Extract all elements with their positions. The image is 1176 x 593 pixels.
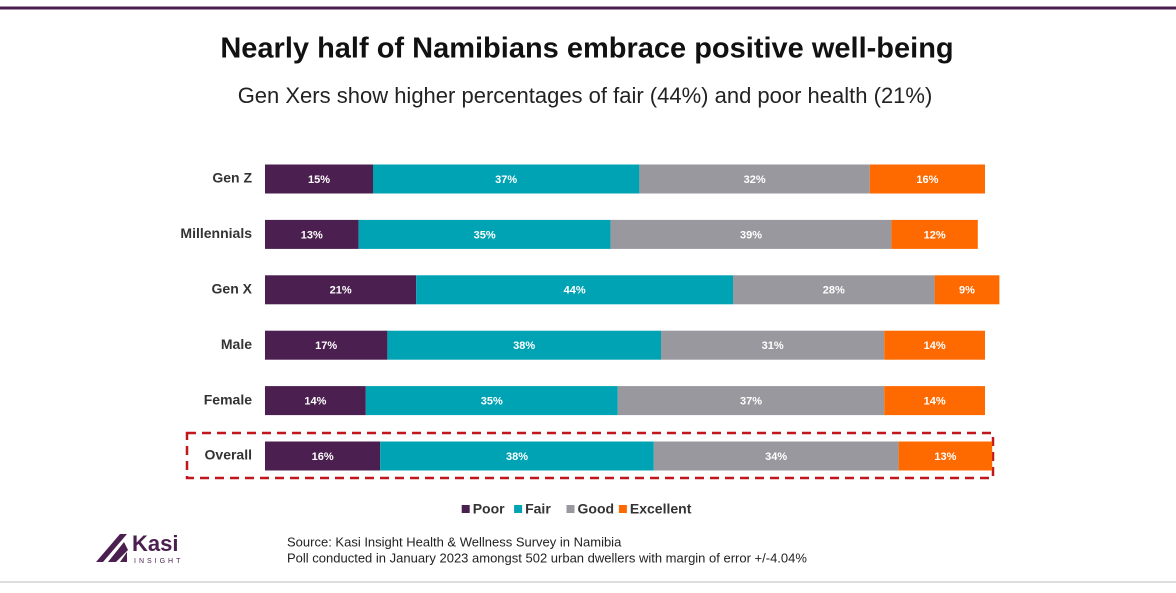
bar-segment xyxy=(416,275,733,305)
chart-subtitle: Gen Xers show higher percentages of fair… xyxy=(238,83,933,108)
bar-segment xyxy=(265,219,359,249)
data-label: 14% xyxy=(924,396,946,408)
y-tick-label: Overall xyxy=(205,447,252,463)
bar-segment xyxy=(617,386,885,416)
source-line: Poll conducted in January 2023 amongst 5… xyxy=(287,550,807,565)
data-label: 35% xyxy=(481,396,503,408)
data-label: 17% xyxy=(315,340,337,352)
bar-segment xyxy=(610,219,892,249)
legend-swatch xyxy=(461,505,470,513)
bar-segment xyxy=(934,275,1000,305)
data-label: 44% xyxy=(564,285,586,297)
chart-title: Nearly half of Namibians embrace positiv… xyxy=(220,33,953,65)
bar-segment xyxy=(265,386,366,416)
logo-name: Kasi xyxy=(132,531,178,556)
bar-segment xyxy=(869,164,985,194)
data-label: 16% xyxy=(916,174,938,186)
data-label: 34% xyxy=(765,451,787,463)
data-label: 38% xyxy=(513,340,535,352)
bar-segment xyxy=(265,164,373,194)
bar-segment xyxy=(884,386,985,416)
legend-label: Excellent xyxy=(630,501,692,517)
logo-icon xyxy=(96,534,128,562)
bar-segment xyxy=(387,330,661,360)
logo: Kasi INSIGHT xyxy=(96,531,183,565)
data-label: 39% xyxy=(740,229,762,241)
bar-segment xyxy=(661,330,885,360)
y-tick-label: Millennials xyxy=(180,225,252,241)
bar-segment xyxy=(265,441,381,471)
bar-segment xyxy=(639,164,870,194)
bar-segment xyxy=(373,164,640,194)
bar-segment xyxy=(265,330,388,360)
bar-segment xyxy=(265,275,417,305)
bar-segment xyxy=(733,275,935,305)
legend-label: Fair xyxy=(525,501,551,517)
data-label: 38% xyxy=(506,451,528,463)
bar-segment xyxy=(365,386,618,416)
data-label: 37% xyxy=(740,396,762,408)
bar-segment xyxy=(358,219,611,249)
bar-segment xyxy=(380,441,654,471)
bar-segment xyxy=(884,330,985,360)
legend-label: Poor xyxy=(473,501,505,517)
data-label: 31% xyxy=(762,340,784,352)
data-label: 14% xyxy=(924,340,946,352)
legend-swatch xyxy=(514,505,523,513)
data-label: 21% xyxy=(330,285,352,297)
bar-segment xyxy=(898,441,993,471)
source-line: Source: Kasi Insight Health & Wellness S… xyxy=(287,534,622,549)
data-label: 16% xyxy=(312,451,334,463)
data-label: 35% xyxy=(474,229,496,241)
data-label: 9% xyxy=(959,285,975,297)
legend-label: Good xyxy=(578,501,615,517)
data-label: 12% xyxy=(924,229,946,241)
legend-swatch xyxy=(566,505,575,513)
data-label: 13% xyxy=(934,451,956,463)
y-tick-label: Male xyxy=(221,336,252,352)
data-label: 32% xyxy=(744,174,766,186)
data-label: 14% xyxy=(304,396,326,408)
y-tick-label: Gen Z xyxy=(212,170,252,186)
bar-segment xyxy=(653,441,899,471)
y-tick-label: Gen X xyxy=(212,281,253,297)
data-label: 28% xyxy=(823,285,845,297)
data-label: 15% xyxy=(308,174,330,186)
legend-swatch xyxy=(618,505,627,513)
y-tick-label: Female xyxy=(204,391,252,407)
bar-segment xyxy=(891,219,978,249)
data-label: 13% xyxy=(301,229,323,241)
data-label: 37% xyxy=(495,174,517,186)
logo-tagline: INSIGHT xyxy=(134,558,183,565)
highlight-box xyxy=(185,431,995,480)
